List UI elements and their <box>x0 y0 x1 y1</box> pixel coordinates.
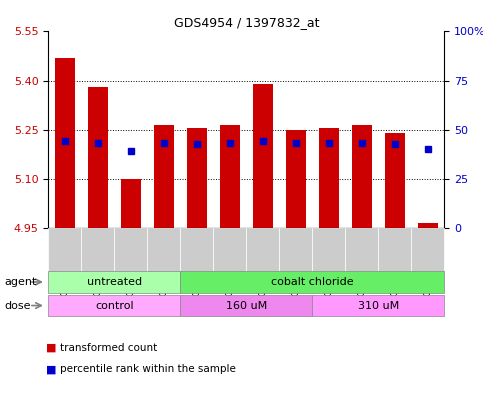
Bar <box>253 84 273 228</box>
Bar <box>319 128 339 228</box>
Text: cobalt chloride: cobalt chloride <box>271 277 354 287</box>
Bar <box>88 87 108 228</box>
Text: ■: ■ <box>46 364 57 375</box>
Bar <box>352 125 372 228</box>
Bar <box>121 179 141 228</box>
Text: transformed count: transformed count <box>60 343 157 353</box>
Title: GDS4954 / 1397832_at: GDS4954 / 1397832_at <box>173 16 319 29</box>
Text: ■: ■ <box>46 343 57 353</box>
Bar <box>154 125 174 228</box>
Text: 160 uM: 160 uM <box>226 301 267 310</box>
Text: control: control <box>95 301 134 310</box>
Bar <box>286 130 306 228</box>
Text: 310 uM: 310 uM <box>358 301 399 310</box>
Text: dose: dose <box>5 301 31 310</box>
Text: agent: agent <box>5 277 37 287</box>
Bar <box>385 133 405 228</box>
Bar <box>418 223 438 228</box>
Bar <box>187 128 207 228</box>
Text: percentile rank within the sample: percentile rank within the sample <box>60 364 236 375</box>
Text: untreated: untreated <box>87 277 142 287</box>
Bar <box>220 125 240 228</box>
Bar <box>55 58 75 228</box>
